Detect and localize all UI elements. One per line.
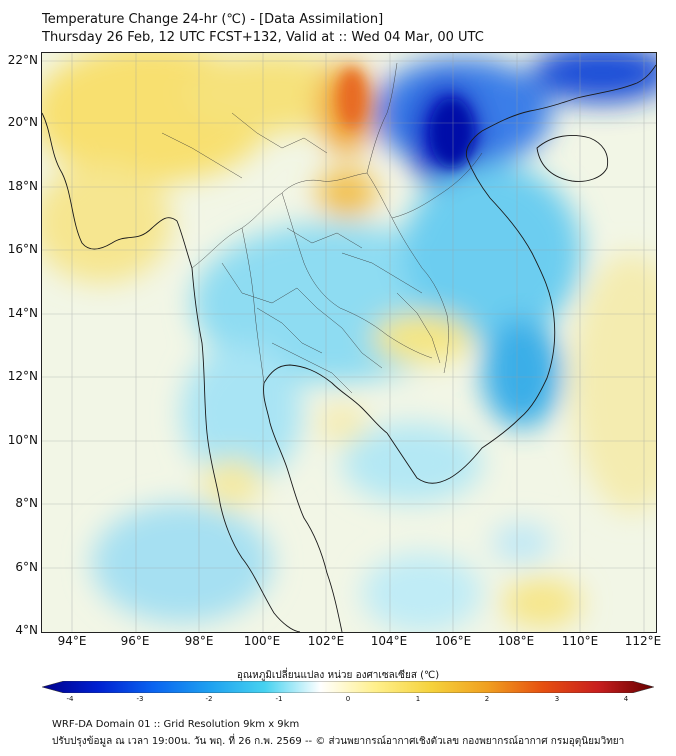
lat-label: 4°N bbox=[15, 623, 38, 637]
lon-label: 96°E bbox=[120, 634, 150, 648]
colorbar-tick: 4 bbox=[623, 695, 629, 703]
map-title: Temperature Change 24-hr (℃) - [Data Ass… bbox=[42, 12, 384, 27]
lat-label: 10°N bbox=[7, 433, 38, 447]
lat-label: 20°N bbox=[7, 115, 38, 129]
lon-label: 110°E bbox=[561, 634, 599, 648]
colorbar-tick: 1 bbox=[415, 695, 421, 703]
colorbar-tick: 3 bbox=[554, 695, 560, 703]
map-panel bbox=[41, 52, 657, 633]
lat-label: 6°N bbox=[15, 560, 38, 574]
lat-label: 8°N bbox=[15, 496, 38, 510]
lat-label: 12°N bbox=[7, 369, 38, 383]
lon-label: 108°E bbox=[497, 634, 535, 648]
lon-label: 98°E bbox=[184, 634, 214, 648]
lon-label: 112°E bbox=[624, 634, 662, 648]
colorbar-tick: -3 bbox=[136, 695, 144, 703]
colorbar-tick: -4 bbox=[66, 695, 74, 703]
colorbar-tick: 2 bbox=[484, 695, 490, 703]
lat-label: 14°N bbox=[7, 306, 38, 320]
colorbar bbox=[42, 681, 654, 693]
lon-label: 100°E bbox=[243, 634, 281, 648]
lon-label: 106°E bbox=[434, 634, 472, 648]
colorbar-title: อุณหภูมิเปลี่ยนแปลง หน่วย องศาเซลเซียส (… bbox=[236, 670, 440, 681]
colorbar-tick: -2 bbox=[205, 695, 213, 703]
admin-borders bbox=[161, 62, 483, 394]
lon-label: 104°E bbox=[370, 634, 408, 648]
coastlines bbox=[42, 64, 656, 632]
temperature-change-field bbox=[42, 53, 656, 632]
lon-label: 102°E bbox=[307, 634, 345, 648]
map-subtitle: Thursday 26 Feb, 12 UTC FCST+132, Valid … bbox=[42, 30, 484, 45]
credit-line: ปรับปรุงข้อมูล ณ เวลา 19:00น. วัน พฤ. ที… bbox=[52, 736, 625, 747]
colorbar-tick: -1 bbox=[275, 695, 283, 703]
graticule bbox=[42, 53, 656, 632]
model-info: WRF-DA Domain 01 :: Grid Resolution 9km … bbox=[52, 719, 300, 730]
lat-label: 22°N bbox=[7, 53, 38, 67]
lon-label: 94°E bbox=[57, 634, 87, 648]
lat-label: 18°N bbox=[7, 179, 38, 193]
lat-label: 16°N bbox=[7, 242, 38, 256]
colorbar-tick: 0 bbox=[345, 695, 351, 703]
